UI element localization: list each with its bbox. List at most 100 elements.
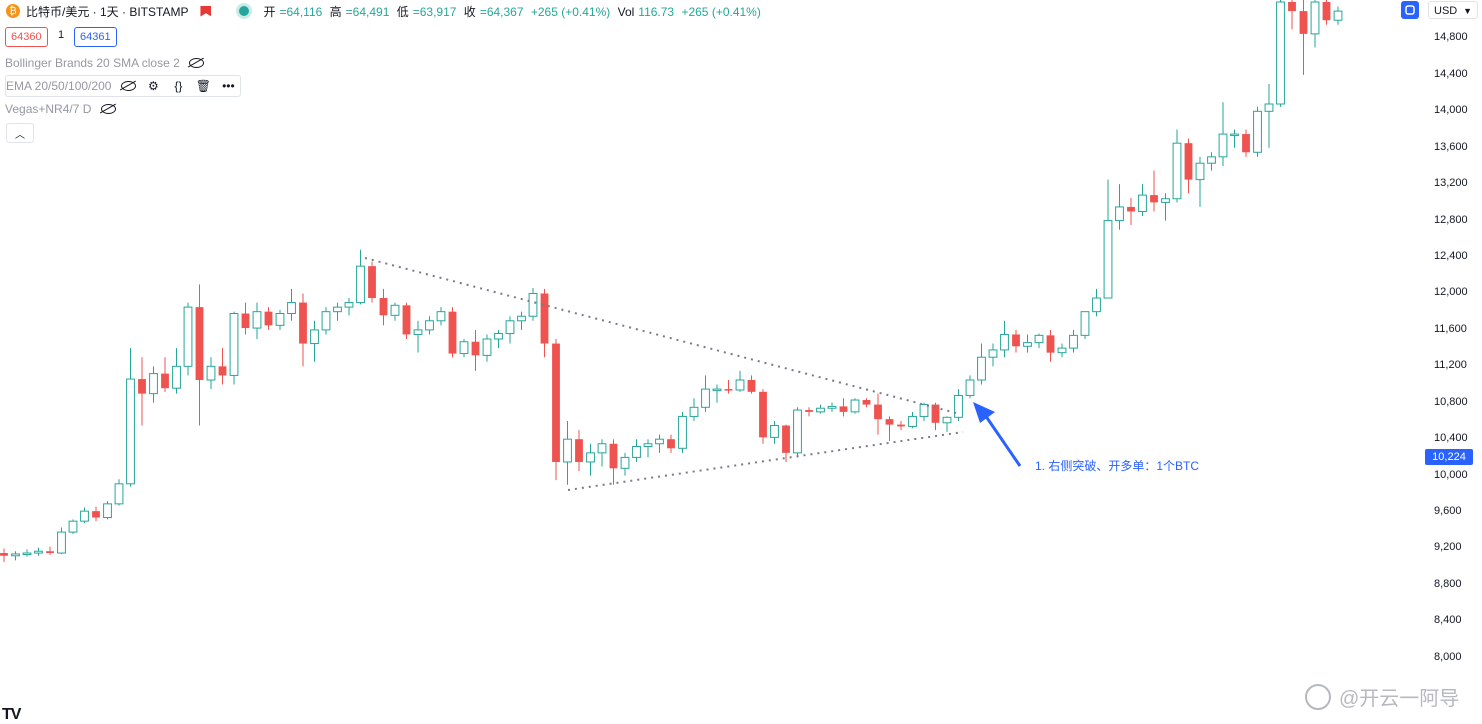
more-options-icon[interactable]: ••• xyxy=(222,79,235,93)
candle xyxy=(114,479,124,506)
candle-body xyxy=(563,438,572,463)
candle-body xyxy=(1242,134,1250,153)
symbol-title[interactable]: 比特币/美元 · 1天 · BITSTAMP xyxy=(26,4,189,19)
candle xyxy=(183,302,193,376)
candle xyxy=(229,311,239,385)
candle xyxy=(597,439,607,467)
candle-body xyxy=(552,343,560,462)
price-axis-tick: 14,000 xyxy=(1434,104,1468,117)
market-status-icon[interactable] xyxy=(239,6,250,16)
candle-body xyxy=(1218,133,1228,158)
candle-body xyxy=(1115,206,1124,222)
candle xyxy=(195,284,204,426)
hidden-eye-icon[interactable] xyxy=(189,55,205,71)
hidden-eye-icon[interactable] xyxy=(120,78,136,94)
candle xyxy=(161,357,169,392)
candle-body xyxy=(494,333,503,340)
collapse-indicators-button[interactable]: ︿ xyxy=(6,123,34,143)
candle xyxy=(1276,0,1285,107)
source-code-icon[interactable]: {} xyxy=(174,79,183,93)
candle xyxy=(816,404,825,414)
price-axis-tick: 10,400 xyxy=(1434,432,1468,445)
candle xyxy=(356,249,365,305)
candle-body xyxy=(275,312,285,326)
delete-trash-icon[interactable]: 🗑 xyxy=(195,79,212,93)
candle-body xyxy=(1023,342,1032,347)
candle xyxy=(1023,334,1032,353)
candle-body xyxy=(46,551,54,554)
candle-body xyxy=(689,406,699,417)
buy-price-button[interactable]: 64361 xyxy=(74,27,117,47)
tradingview-logo-icon[interactable]: TV xyxy=(2,706,21,723)
candle xyxy=(1127,197,1135,226)
candle-body xyxy=(1057,347,1067,354)
candle-body xyxy=(586,452,595,463)
candle-body xyxy=(965,379,975,396)
candle xyxy=(954,389,963,421)
candle-body xyxy=(1207,156,1216,164)
candle xyxy=(368,261,376,303)
candle xyxy=(552,339,560,481)
candle xyxy=(390,302,400,321)
candle-body xyxy=(712,388,722,392)
candle xyxy=(701,375,710,412)
candle-body xyxy=(299,302,307,344)
close-label: 收 xyxy=(463,4,476,19)
candle-body xyxy=(0,553,8,556)
candle xyxy=(586,443,595,476)
candle xyxy=(1034,333,1044,349)
high-value: =64,491 xyxy=(345,4,390,19)
candle-body xyxy=(897,424,905,427)
flag-icon[interactable] xyxy=(200,5,212,17)
candle xyxy=(1218,102,1228,166)
candle xyxy=(0,548,8,563)
candle xyxy=(505,316,515,344)
candle xyxy=(724,379,733,394)
candle xyxy=(425,316,434,335)
triangle-upper-trendline[interactable] xyxy=(364,257,961,415)
auto-scale-button[interactable] xyxy=(1401,1,1419,19)
candle xyxy=(1242,129,1250,157)
candle xyxy=(885,416,894,442)
candle xyxy=(874,393,882,435)
candle-body xyxy=(805,410,813,412)
indicator-bollinger[interactable]: Bollinger Brands 20 SMA close 2 xyxy=(5,55,205,71)
price-axis-tick: 8,400 xyxy=(1434,614,1462,627)
candle xyxy=(1080,311,1090,339)
currency-select[interactable]: USD ▼ xyxy=(1428,1,1478,19)
candle-body xyxy=(1127,206,1135,212)
candle xyxy=(22,549,32,557)
candle xyxy=(655,434,664,453)
candle xyxy=(1092,288,1101,317)
price-axis-tick: 13,200 xyxy=(1434,177,1468,190)
indicator-vegas[interactable]: Vegas+NR4/7 D xyxy=(5,101,116,117)
candle xyxy=(299,293,307,367)
candle-body xyxy=(575,439,583,462)
candle-body xyxy=(459,341,469,355)
candle xyxy=(264,307,273,330)
candle xyxy=(575,430,583,472)
candle xyxy=(275,309,285,330)
candle-body xyxy=(931,404,940,423)
hidden-eye-icon[interactable] xyxy=(100,101,116,117)
indicator-ema[interactable]: EMA 20/50/100/200 ⚙ {} 🗑 ••• xyxy=(5,75,242,97)
candle xyxy=(1103,179,1113,299)
sell-price-button[interactable]: 64360 xyxy=(5,27,48,47)
candle-body xyxy=(310,329,319,345)
candle-body xyxy=(379,298,388,316)
annotation-arrow-line[interactable] xyxy=(981,411,1022,467)
volume-change: +265 (+0.41%) xyxy=(681,4,761,19)
candle xyxy=(977,343,986,385)
candle xyxy=(782,424,790,462)
settings-gear-icon[interactable]: ⚙ xyxy=(148,79,159,93)
candle-body xyxy=(1092,297,1101,313)
candle-body xyxy=(1264,103,1274,112)
price-axis-tick: 10,000 xyxy=(1434,468,1468,481)
candle-body xyxy=(103,503,112,519)
candles-layer xyxy=(0,0,1343,563)
trade-annotation[interactable]: 1. 右侧突破、开多单：1个BTC xyxy=(1035,459,1200,473)
price-axis-tick: 12,400 xyxy=(1434,250,1468,263)
candle xyxy=(413,320,423,353)
candle xyxy=(678,411,687,453)
